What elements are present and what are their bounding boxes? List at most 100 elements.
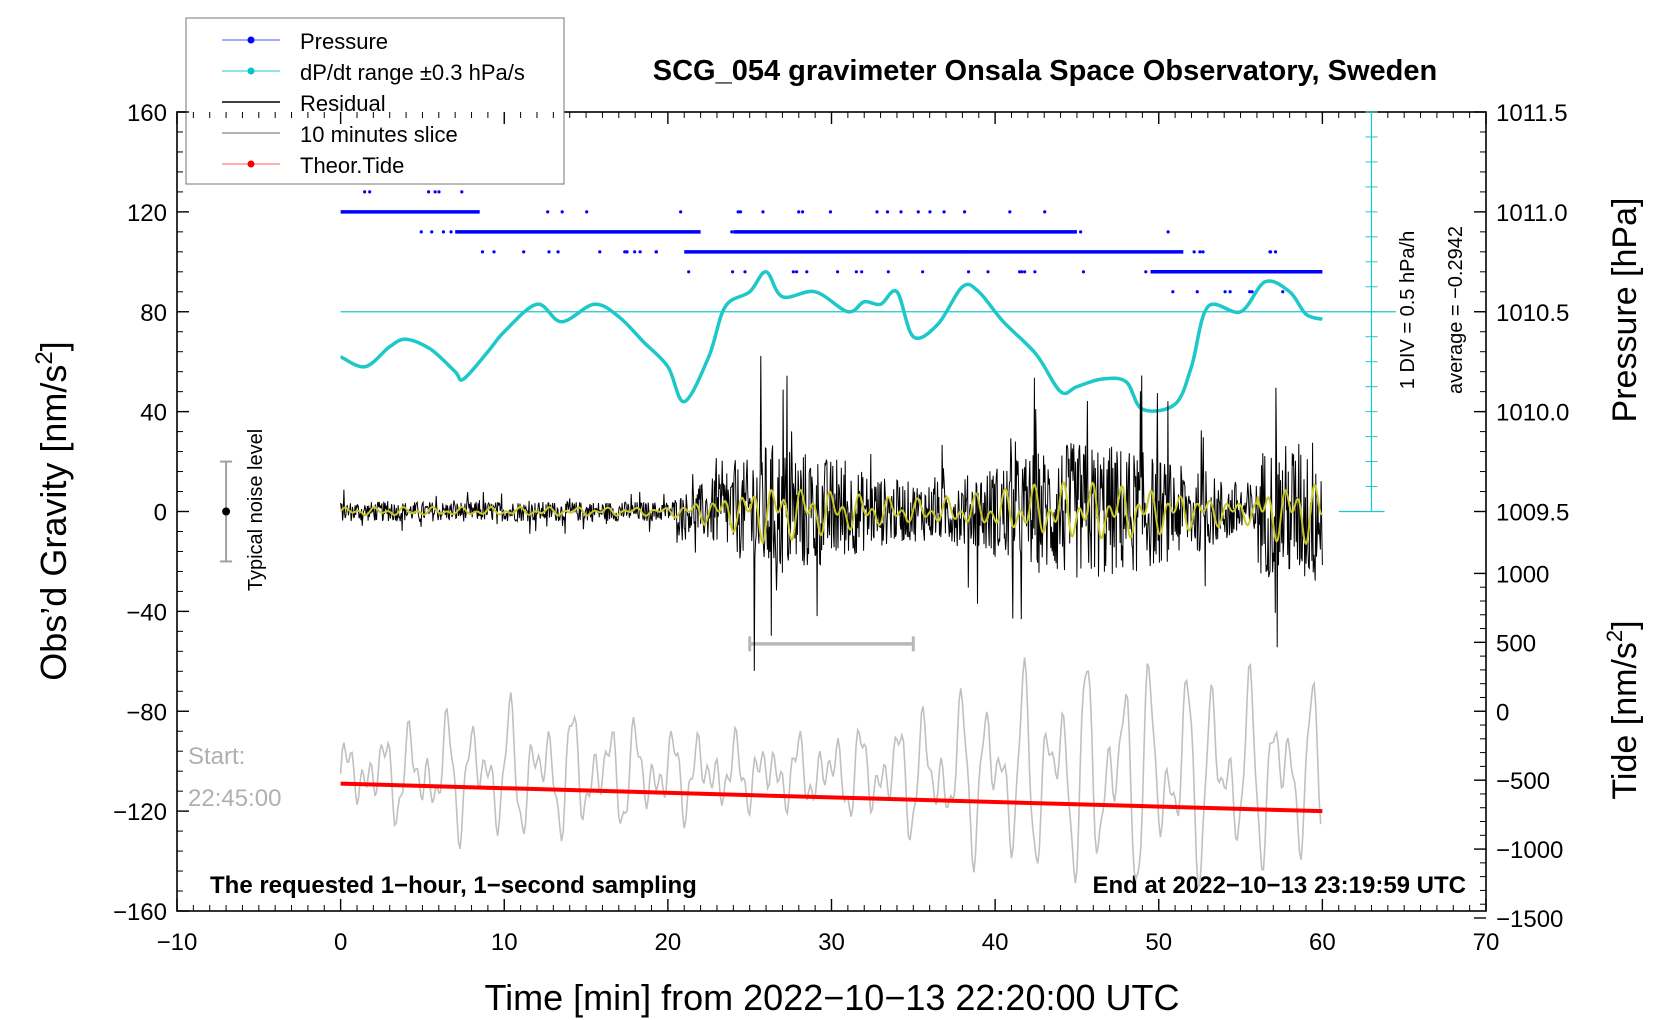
x-tick-label: 20 bbox=[655, 929, 682, 956]
pressure-point bbox=[1281, 290, 1285, 294]
pressure-point bbox=[1036, 230, 1040, 234]
legend-label-tide: Theor.Tide bbox=[300, 153, 404, 178]
legend-item-residual: Residual bbox=[222, 91, 386, 116]
pressure-point bbox=[730, 230, 734, 234]
x-tick-label: 60 bbox=[1309, 929, 1336, 956]
pressure-point bbox=[625, 250, 629, 254]
pressure-point bbox=[1023, 270, 1027, 274]
pressure-point bbox=[654, 250, 658, 254]
legend-box bbox=[185, 17, 565, 185]
y-tick-label: −40 bbox=[126, 599, 167, 626]
pressure-tick-label: 1010.0 bbox=[1496, 400, 1569, 427]
x-axis-title: Time [min] from 2022−10−13 22:20:00 UTC bbox=[484, 977, 1179, 1018]
pressure-tick-label: 1011.0 bbox=[1496, 200, 1568, 227]
tide-tick-label: −500 bbox=[1496, 768, 1550, 795]
pressure-point bbox=[741, 230, 746, 234]
pressure-point bbox=[854, 270, 858, 274]
x-tick-label: 10 bbox=[491, 929, 518, 956]
pressure-point bbox=[738, 210, 743, 214]
noise-level-point bbox=[222, 507, 231, 516]
dpdt-series-line bbox=[339, 270, 1323, 413]
y-tick-label: 0 bbox=[154, 500, 167, 527]
x-tick-label: 70 bbox=[1473, 929, 1500, 956]
slice-series-line bbox=[339, 657, 1322, 887]
pressure-point bbox=[966, 270, 971, 274]
x-tick-label: 0 bbox=[334, 929, 347, 956]
pressure-point bbox=[679, 210, 683, 214]
pressure-point bbox=[460, 190, 464, 194]
pressure-point bbox=[1079, 230, 1083, 234]
x-tick-label: 30 bbox=[818, 929, 845, 956]
pressure-point bbox=[585, 210, 589, 214]
pressure-point bbox=[885, 210, 890, 214]
pressure-point bbox=[1171, 290, 1175, 294]
pressure-point bbox=[921, 270, 925, 274]
pressure-point bbox=[797, 210, 801, 214]
pressure-point bbox=[1066, 230, 1071, 234]
start-label: Start: bbox=[188, 743, 245, 770]
y-axis-title-pressure: Pressure [hPa] bbox=[1606, 198, 1644, 423]
sampling-note: The requested 1−hour, 1−second sampling bbox=[210, 872, 697, 899]
legend-item-tide: Theor.Tide bbox=[222, 153, 404, 178]
y-tick-label: −80 bbox=[126, 699, 167, 726]
pressure-point bbox=[419, 230, 423, 234]
x-tick-label: 40 bbox=[982, 929, 1009, 956]
pressure-point bbox=[962, 210, 967, 214]
pressure-tick-label: 1009.5 bbox=[1496, 500, 1569, 527]
scale-average-label: average = −0.2942 bbox=[1445, 226, 1467, 394]
pressure-point bbox=[687, 270, 691, 274]
pressure-point bbox=[986, 270, 990, 274]
pressure-point bbox=[547, 250, 551, 254]
pressure-point bbox=[916, 210, 920, 214]
y-tick-label: 120 bbox=[127, 200, 167, 227]
pressure-point bbox=[1195, 290, 1199, 294]
tide-tick-label: 500 bbox=[1496, 630, 1536, 657]
pressure-point bbox=[908, 230, 913, 234]
pressure-point bbox=[799, 230, 803, 234]
legend-label-dpdt: dP/dt range ±0.3 hPa/s bbox=[300, 60, 525, 85]
tide-tick-label: 1000 bbox=[1496, 561, 1549, 588]
pressure-point bbox=[1248, 290, 1252, 294]
pressure-point bbox=[638, 250, 642, 254]
legend-label-pressure: Pressure bbox=[300, 29, 388, 54]
pressure-point bbox=[800, 210, 805, 214]
pressure-point bbox=[1043, 210, 1047, 214]
y-tick-label: −120 bbox=[113, 799, 167, 826]
pressure-point bbox=[743, 270, 747, 274]
data-series bbox=[220, 111, 1397, 887]
pressure-point bbox=[1198, 250, 1202, 254]
pressure-point bbox=[437, 190, 441, 194]
pressure-point bbox=[492, 250, 496, 254]
start-time: 22:45:00 bbox=[188, 785, 281, 812]
pressure-point bbox=[1081, 270, 1086, 274]
pressure-point bbox=[750, 230, 754, 234]
pressure-point bbox=[1273, 250, 1278, 254]
pressure-point bbox=[805, 270, 809, 274]
x-tick-label: −10 bbox=[157, 929, 198, 956]
pressure-point bbox=[1228, 290, 1232, 294]
pressure-point bbox=[1192, 250, 1196, 254]
pressure-point bbox=[546, 210, 550, 214]
pressure-point bbox=[441, 230, 446, 234]
scale-div-label: 1 DIV = 0.5 hPa/h bbox=[1397, 231, 1419, 389]
x-tick-label: 50 bbox=[1145, 929, 1172, 956]
pressure-point bbox=[860, 230, 864, 234]
pressure-point bbox=[368, 190, 372, 194]
y-tick-label: −160 bbox=[113, 899, 167, 926]
pressure-point bbox=[809, 230, 813, 234]
pressure-point bbox=[761, 210, 765, 214]
pressure-point bbox=[1166, 230, 1170, 234]
pressure-point bbox=[1005, 230, 1009, 234]
y-axis-title-left: Obs’d Gravity [nm/s2] bbox=[31, 341, 74, 680]
legend-item-pressure: Pressure bbox=[222, 29, 388, 54]
pressure-point bbox=[522, 250, 526, 254]
pressure-point bbox=[560, 210, 564, 214]
pressure-point bbox=[835, 270, 840, 274]
residual-series-line bbox=[340, 355, 1323, 671]
pressure-point bbox=[1268, 250, 1273, 254]
pressure-point bbox=[794, 270, 799, 274]
pressure-point bbox=[899, 210, 903, 214]
pressure-point bbox=[736, 210, 740, 214]
pressure-tick-label: 1011.5 bbox=[1496, 100, 1568, 127]
